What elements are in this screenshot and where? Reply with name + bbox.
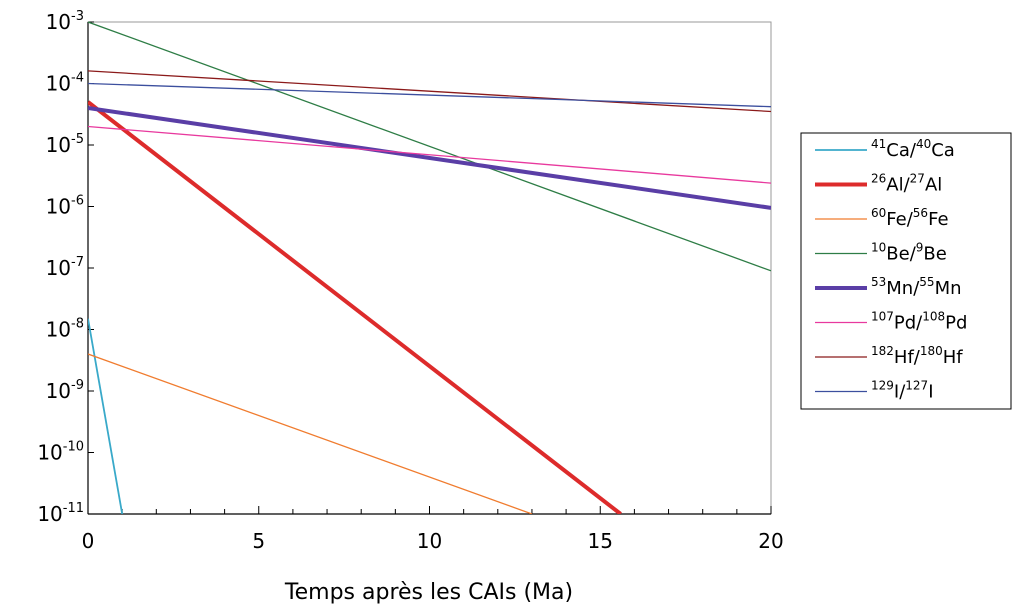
axes bbox=[88, 22, 771, 514]
legend: 41Ca/40Ca26Al/27Al60Fe/56Fe10Be/9Be53Mn/… bbox=[801, 133, 1011, 409]
x-tick-label: 0 bbox=[82, 529, 95, 553]
y-tick-label: 10-3 bbox=[46, 9, 84, 34]
x-tick-labels: 0 5 10 15 20 bbox=[82, 529, 784, 553]
series-line-129i-127i bbox=[88, 84, 771, 107]
x-tick-label: 5 bbox=[252, 529, 265, 553]
y-tick-label: 10-7 bbox=[46, 255, 84, 280]
x-axis-label: Temps après les CAIs (Ma) bbox=[284, 580, 573, 605]
y-tick-label: 10-5 bbox=[46, 132, 84, 157]
series-line-182hf-180hf bbox=[88, 71, 771, 112]
series-line-53mn-55mn bbox=[88, 108, 771, 208]
series-line-60fe-56fe bbox=[88, 354, 532, 514]
y-tick-labels: 10-3 10-4 10-5 10-6 10-7 10-8 10-9 10-10 10-11 bbox=[37, 9, 84, 526]
series-line-107pd-108pd bbox=[88, 127, 771, 184]
series-line-10be-9be bbox=[88, 22, 771, 271]
plot-frame bbox=[88, 22, 771, 514]
x-tick-label: 15 bbox=[588, 529, 613, 553]
y-tick-label: 10-10 bbox=[37, 440, 84, 465]
x-tick-label: 10 bbox=[417, 529, 442, 553]
series-line-41ca-40ca bbox=[88, 319, 122, 514]
y-tick-label: 10-6 bbox=[46, 194, 84, 219]
series-layer bbox=[88, 22, 771, 514]
y-tick-label: 10-9 bbox=[46, 378, 84, 403]
y-tick-label: 10-11 bbox=[37, 501, 84, 526]
y-tick-label: 10-8 bbox=[46, 317, 84, 342]
x-tick-label: 20 bbox=[758, 529, 783, 553]
y-tick-label: 10-4 bbox=[46, 71, 84, 96]
